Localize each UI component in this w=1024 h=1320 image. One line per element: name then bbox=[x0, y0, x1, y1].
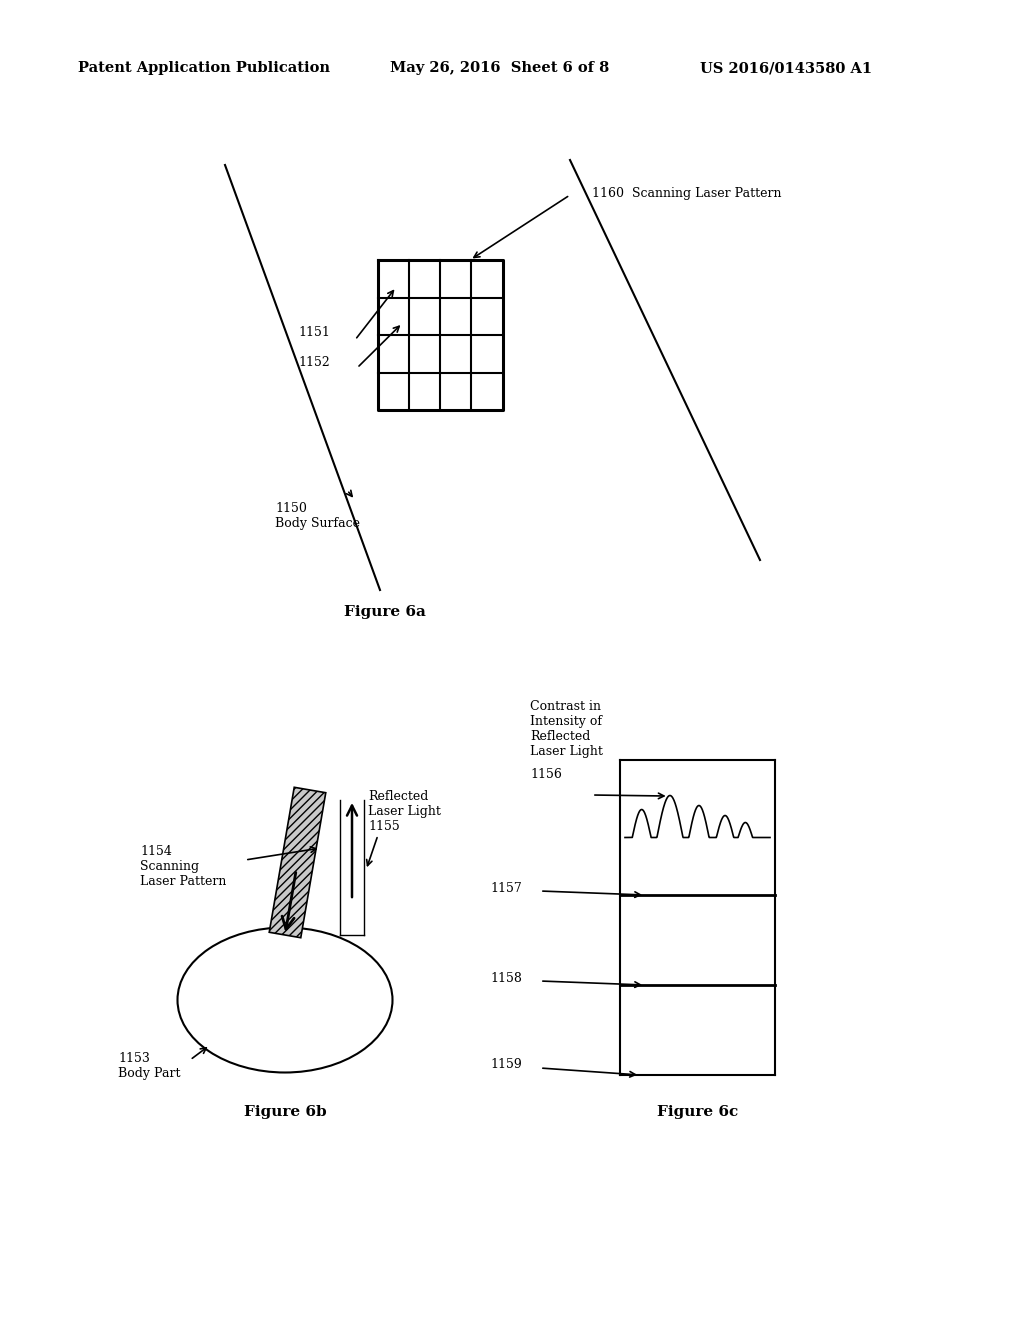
Text: 1160  Scanning Laser Pattern: 1160 Scanning Laser Pattern bbox=[592, 186, 781, 199]
Text: US 2016/0143580 A1: US 2016/0143580 A1 bbox=[700, 61, 872, 75]
Text: Laser Pattern: Laser Pattern bbox=[140, 875, 226, 888]
Text: Figure 6b: Figure 6b bbox=[244, 1105, 327, 1119]
Text: 1156: 1156 bbox=[530, 768, 562, 781]
Text: Scanning: Scanning bbox=[140, 861, 199, 873]
Text: Contrast in
Intensity of
Reflected
Laser Light: Contrast in Intensity of Reflected Laser… bbox=[530, 700, 603, 758]
Text: Patent Application Publication: Patent Application Publication bbox=[78, 61, 330, 75]
Text: Reflected: Reflected bbox=[368, 789, 428, 803]
Text: Body Part: Body Part bbox=[118, 1067, 180, 1080]
Polygon shape bbox=[269, 787, 326, 937]
Text: May 26, 2016  Sheet 6 of 8: May 26, 2016 Sheet 6 of 8 bbox=[390, 61, 609, 75]
Text: Laser Light: Laser Light bbox=[368, 805, 441, 818]
Text: 1150: 1150 bbox=[275, 502, 307, 515]
Text: Figure 6a: Figure 6a bbox=[344, 605, 426, 619]
Text: 1157: 1157 bbox=[490, 882, 522, 895]
Text: 1158: 1158 bbox=[490, 972, 522, 985]
Text: 1159: 1159 bbox=[490, 1059, 522, 1072]
Text: 1155: 1155 bbox=[368, 820, 399, 833]
Text: 1152: 1152 bbox=[298, 356, 330, 370]
Text: 1151: 1151 bbox=[298, 326, 330, 338]
Text: 1153: 1153 bbox=[118, 1052, 150, 1065]
Text: Body Surface: Body Surface bbox=[275, 517, 360, 531]
Text: Figure 6c: Figure 6c bbox=[656, 1105, 738, 1119]
Text: 1154: 1154 bbox=[140, 845, 172, 858]
